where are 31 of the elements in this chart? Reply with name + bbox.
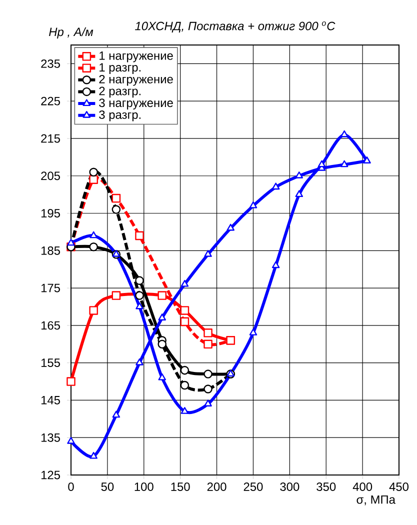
- x-tick-label: 250: [244, 482, 263, 491]
- y-tick-label: 155: [41, 358, 60, 367]
- y-tick-label: 185: [41, 246, 60, 255]
- legend-label: 2 разгр.: [99, 86, 141, 98]
- legend-label: 2 нагружение: [99, 74, 173, 86]
- chart-title: 10ХСНД, Поставка + отжиг 900 $^{o}$C: [135, 22, 336, 32]
- x-tick-label: 150: [171, 482, 190, 491]
- y-tick-label: 215: [41, 134, 60, 143]
- y-tick-label: 195: [41, 209, 60, 218]
- y-tick-label: 205: [41, 172, 60, 180]
- legend-label: 3 разгр.: [99, 110, 141, 122]
- y-tick-label: 235: [41, 59, 60, 68]
- y-tick-label: 145: [41, 396, 60, 404]
- legend-label: 3 нагружение: [99, 98, 173, 110]
- x-tick-label: 200: [207, 482, 226, 491]
- legend-label: 1 разгр.: [100, 63, 141, 74]
- x-tick-label: 450: [389, 482, 409, 491]
- x-tick-label: 50: [101, 482, 114, 491]
- x-tick-label: 400: [352, 482, 372, 491]
- x-tick-label: 100: [134, 482, 154, 491]
- x-tick-label: 350: [316, 482, 336, 491]
- legend-label: 1 нагружение: [100, 52, 173, 62]
- x-axis-title: σ, МПа: [356, 495, 396, 506]
- x-tick-label: 300: [280, 482, 300, 491]
- y-tick-label: 125: [41, 470, 60, 480]
- x-tick-label: 0: [68, 482, 74, 491]
- y-tick-label: 225: [41, 96, 60, 106]
- y-tick-label: 165: [41, 321, 60, 330]
- y-tick-label: 175: [41, 284, 60, 292]
- y-axis-title: Hp , А/м: [49, 27, 94, 38]
- y-tick-label: 135: [41, 433, 60, 442]
